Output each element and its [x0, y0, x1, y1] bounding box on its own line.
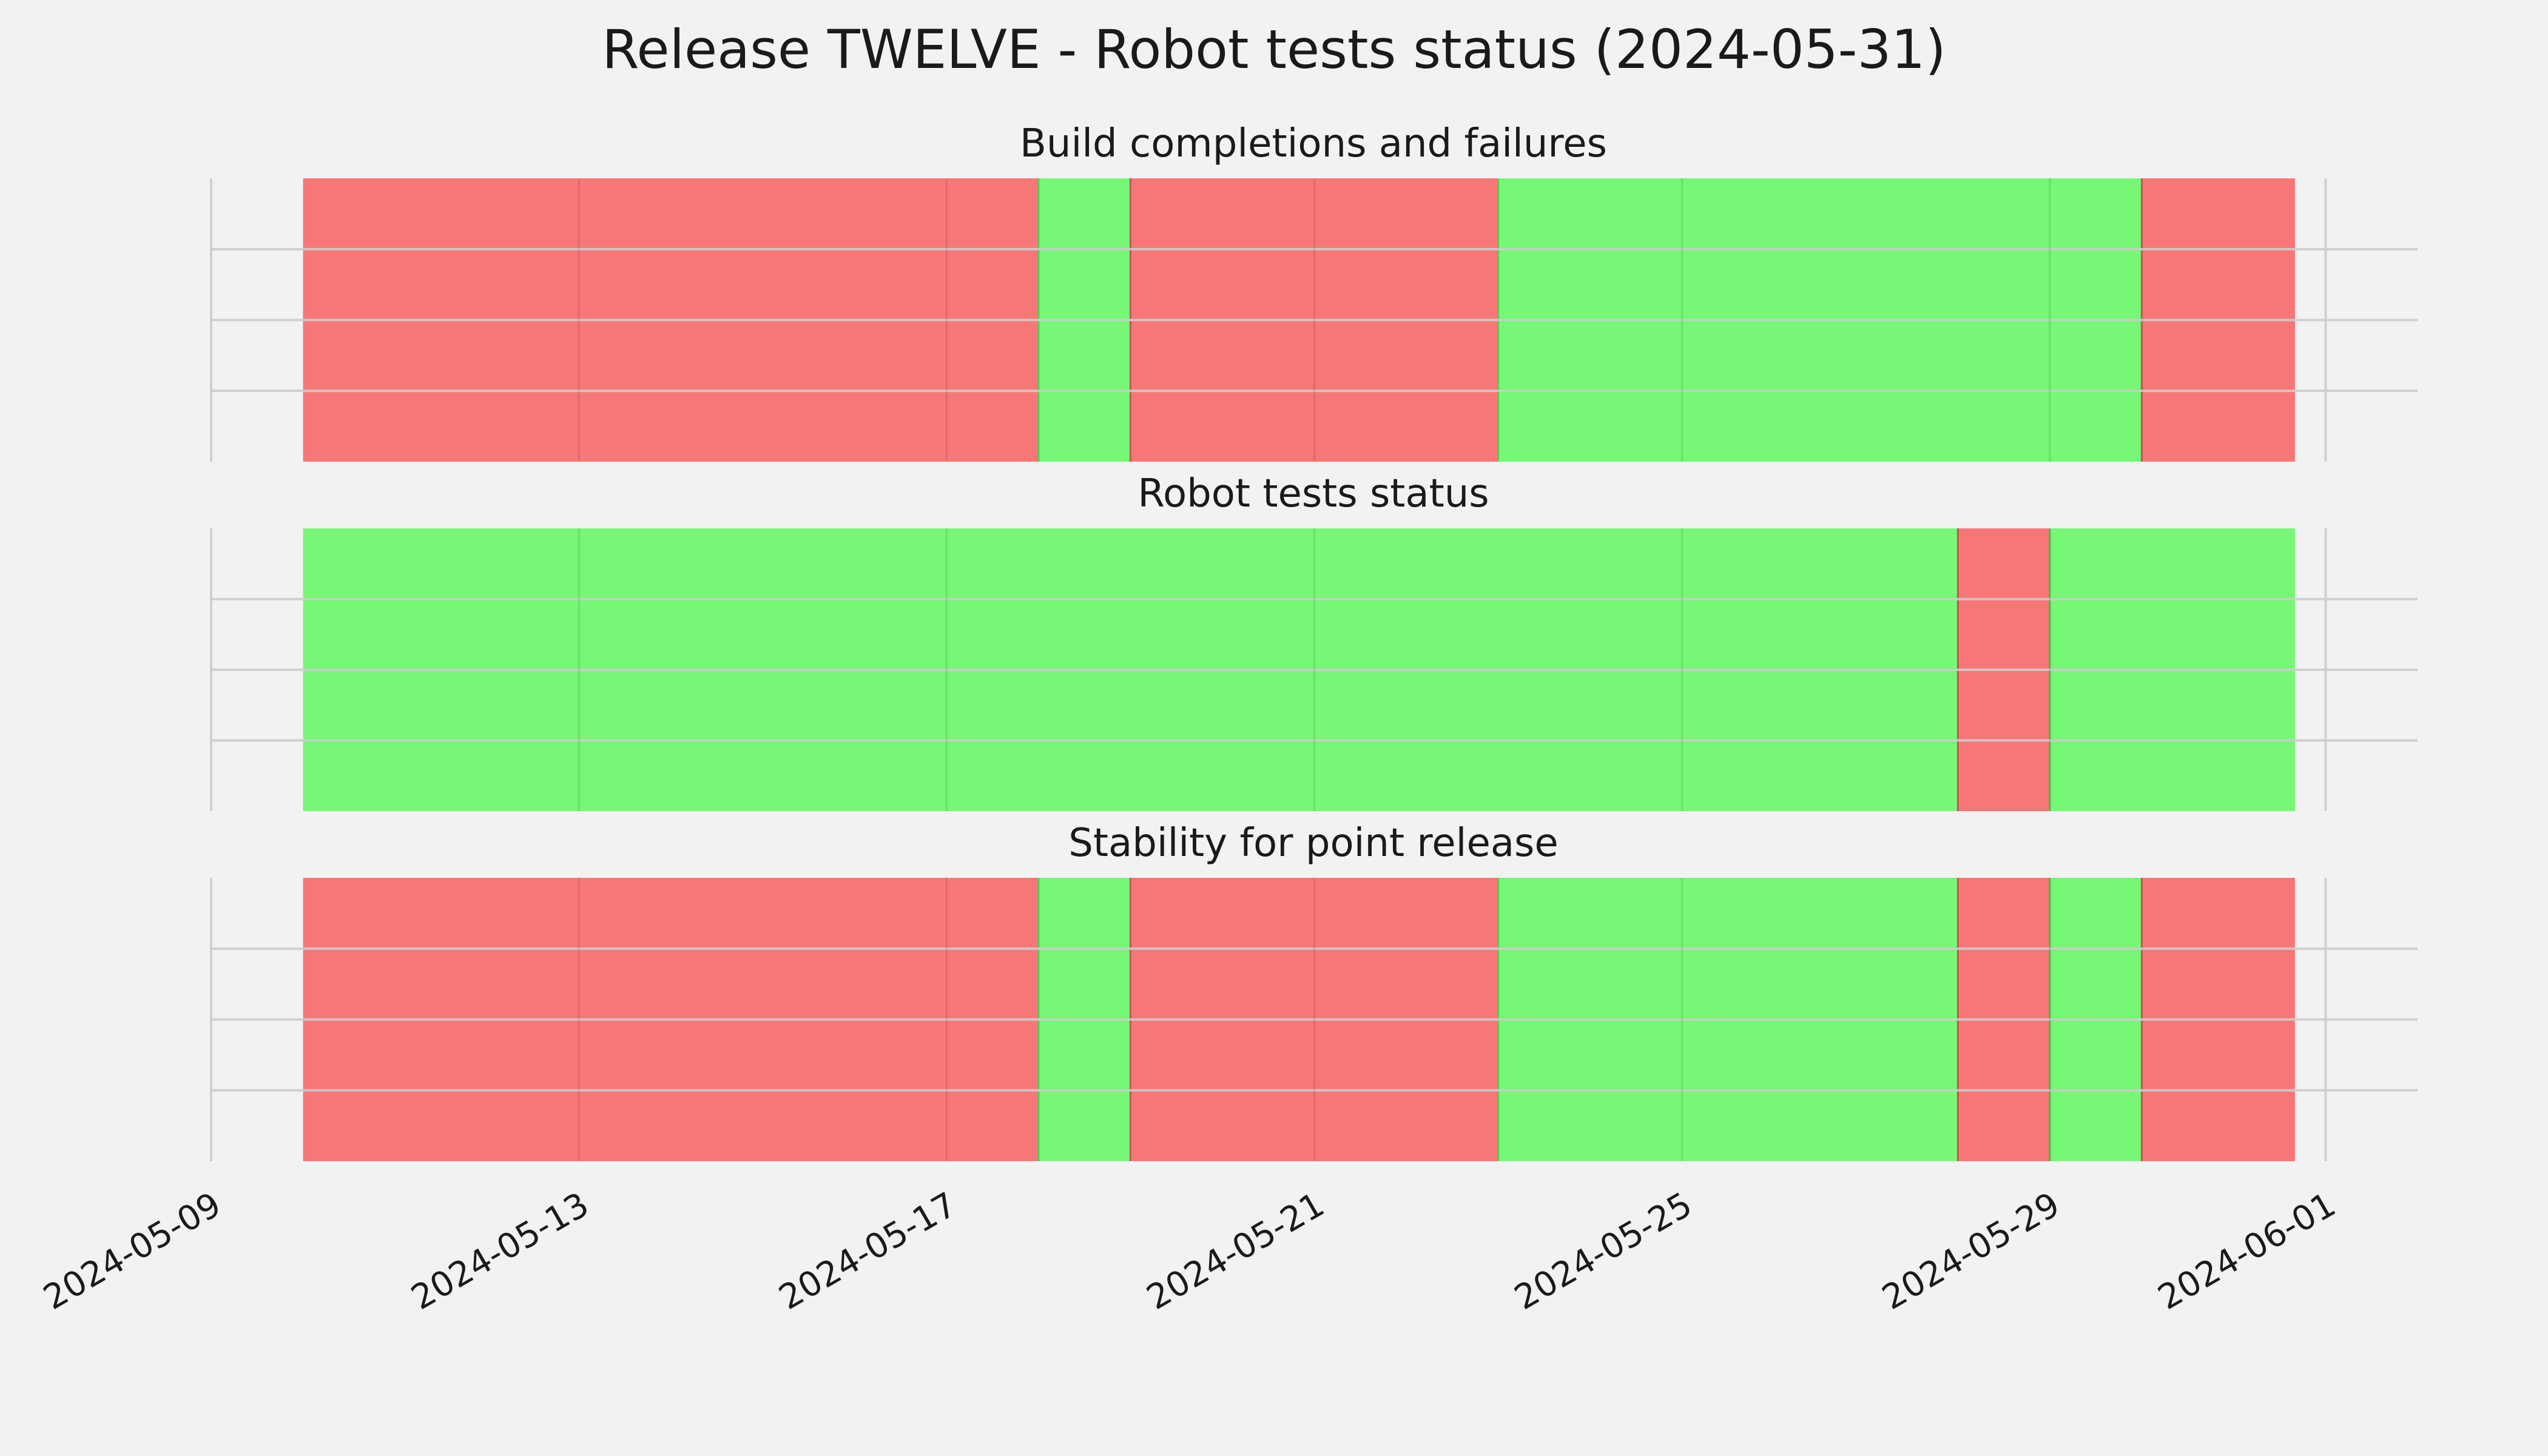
x-tick-label: 2024-05-25: [1508, 1185, 1699, 1318]
panel-1: Build completions and failures: [210, 121, 2418, 462]
x-tick-label: 2024-05-13: [405, 1185, 595, 1318]
panels: Build completions and failures Robot test…: [210, 121, 2418, 1161]
panel-title: Build completions and failures: [1020, 121, 1607, 166]
panel-title: Robot tests status: [1138, 471, 1489, 516]
x-tick-label: 2024-05-09: [37, 1185, 228, 1318]
figure-title: Release TWELVE - Robot tests status (202…: [602, 18, 1946, 81]
panel-2: Robot tests status: [210, 471, 2418, 811]
x-tick-label: 2024-05-29: [1876, 1185, 2066, 1318]
panel-title: Stability for point release: [1068, 821, 1559, 866]
x-tick-label: 2024-05-17: [772, 1185, 963, 1318]
panel-3: Stability for point release: [210, 821, 2418, 1161]
x-tick-label: 2024-05-21: [1141, 1185, 1331, 1318]
x-tick-label: 2024-06-01: [2152, 1185, 2342, 1318]
x-axis-ticks: 2024-05-09 2024-05-13 2024-05-17 2024-05-21…: [37, 1185, 2342, 1318]
